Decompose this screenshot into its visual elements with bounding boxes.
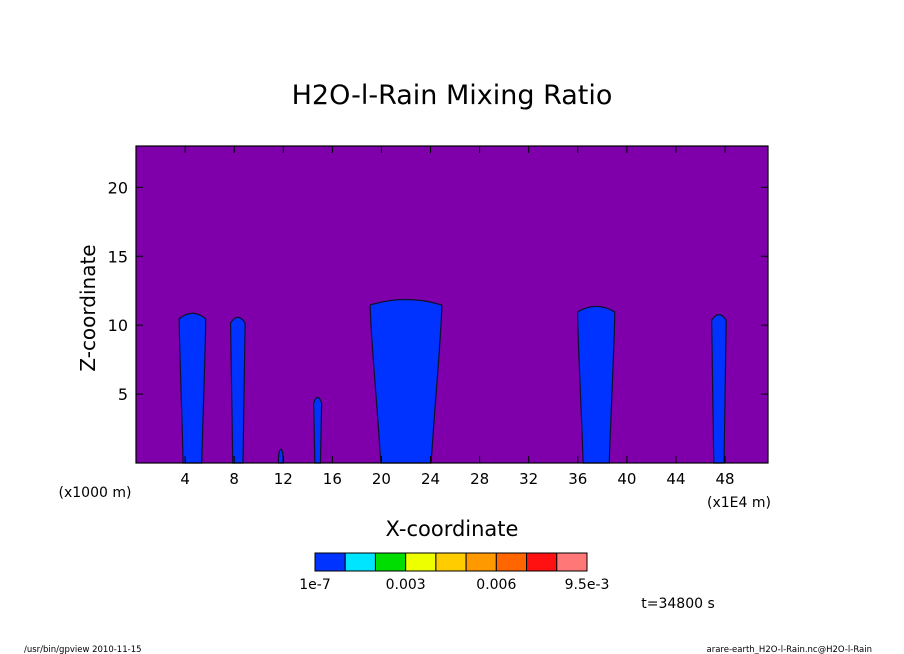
x-unit-right: (x1E4 m): [707, 495, 771, 511]
colorbar-swatch: [344, 552, 376, 572]
x-tick-label: 28: [470, 470, 489, 488]
x-tick-label: 36: [568, 470, 587, 488]
x-tick-label: 16: [323, 470, 342, 488]
x-tick-label: 32: [519, 470, 538, 488]
colorbar-swatch: [405, 552, 437, 572]
colorbar-label: 9.5e-3: [565, 577, 610, 593]
rain-region-6: [577, 305, 616, 464]
y-tick-label: 20: [108, 178, 128, 197]
rain-region-5: [369, 298, 443, 464]
colorbar: [314, 552, 588, 572]
x-tick-label: 44: [666, 470, 685, 488]
colorbar-label: 1e-7: [299, 577, 330, 593]
plot-frame: [135, 145, 769, 464]
y-tick-label: 15: [108, 247, 128, 266]
colorbar-label: 0.006: [476, 577, 516, 593]
rain-region-2: [229, 316, 246, 464]
y-tick-label: 10: [108, 316, 128, 335]
rain-region-7: [711, 314, 727, 464]
time-label: t=34800 s: [641, 596, 715, 612]
x-tick-label: 4: [180, 470, 190, 488]
x-tick-label: 8: [229, 470, 239, 488]
plot-background: [136, 146, 768, 463]
colorbar-swatch: [556, 552, 588, 572]
colorbar-swatch: [435, 552, 467, 572]
plot-area: [135, 145, 769, 464]
x-tick-label: 40: [617, 470, 636, 488]
x-tick-label: 12: [274, 470, 293, 488]
x-tick-label: 20: [372, 470, 391, 488]
chart-title: H2O-l-Rain Mixing Ratio: [292, 80, 613, 111]
rain-region-1: [178, 312, 207, 464]
colorbar-swatch: [495, 552, 528, 572]
x-tick-label: 24: [421, 470, 440, 488]
footer-left: /usr/bin/gpview 2010-11-15: [24, 645, 142, 654]
rain-region-3: [277, 448, 284, 464]
y-axis-label: Z-coordinate: [76, 244, 100, 371]
footer-right: arare-earth_H2O-l-Rain.nc@H2O-l-Rain: [707, 645, 872, 654]
x-tick-label: 48: [716, 470, 735, 488]
y-tick-label: 5: [118, 385, 128, 404]
colorbar-swatch: [526, 552, 558, 572]
colorbar-label: 0.003: [386, 577, 426, 593]
rain-region-4: [313, 396, 323, 464]
x-unit-left: (x1000 m): [59, 485, 132, 501]
x-axis-label: X-coordinate: [386, 517, 519, 541]
colorbar-swatch: [465, 552, 497, 572]
colorbar-swatch: [374, 552, 407, 572]
colorbar-swatch: [314, 552, 346, 572]
